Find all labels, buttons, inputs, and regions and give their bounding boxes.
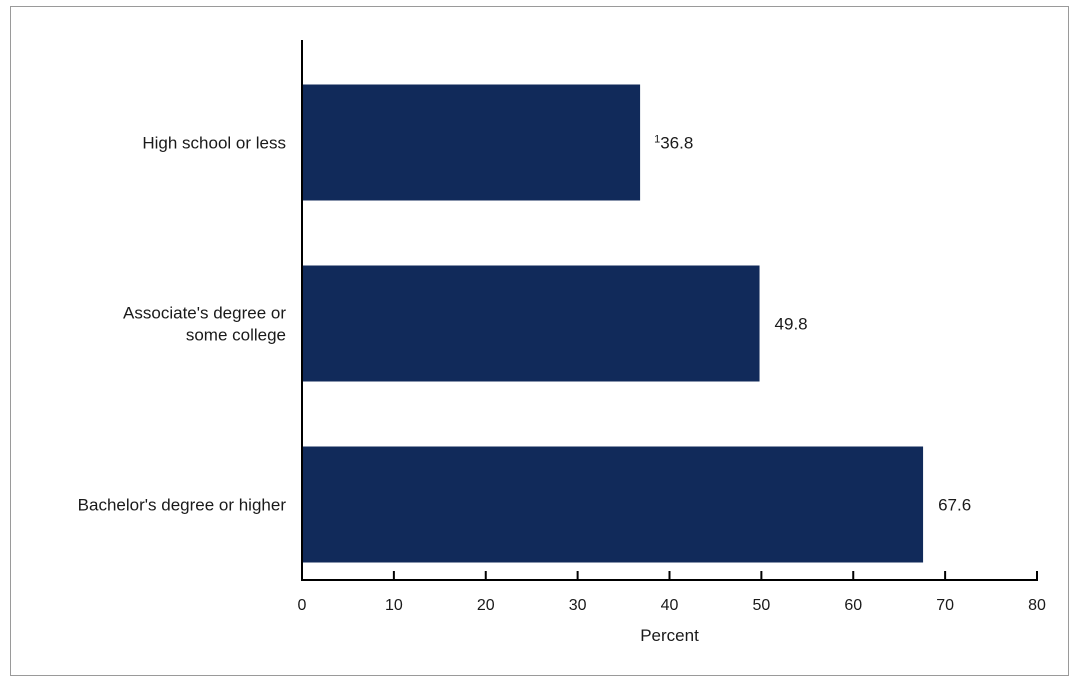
bar-0 — [302, 84, 641, 201]
x-tick-label-0: 0 — [298, 597, 307, 614]
footnote-marker-0: 1 — [654, 134, 660, 146]
bar-2 — [302, 446, 924, 563]
x-tick-label-4: 40 — [661, 597, 679, 614]
x-tick-label-5: 50 — [752, 597, 770, 614]
x-tick-label-8: 80 — [1028, 597, 1046, 614]
category-label-1: Associate's degree or some college — [123, 304, 286, 345]
x-axis-title: Percent — [640, 626, 699, 645]
value-label-2: 67.6 — [938, 496, 971, 515]
bar-1 — [302, 265, 760, 382]
x-tick-label-6: 60 — [844, 597, 862, 614]
x-tick-label-2: 20 — [477, 597, 495, 614]
x-tick-label-1: 10 — [385, 597, 403, 614]
x-axis: 0 10 20 30 40 50 60 70 80 — [298, 40, 1046, 614]
value-label-1: 49.8 — [775, 315, 808, 334]
x-tick-label-3: 30 — [569, 597, 587, 614]
labels-layer: 136.8 High school or less 49.8 Associate's … — [78, 134, 971, 515]
value-label-0: 136.8 — [654, 134, 693, 153]
category-label-0: High school or less — [142, 134, 286, 153]
category-label-2: Bachelor's degree or higher — [78, 496, 287, 515]
x-tick-label-7: 70 — [936, 597, 954, 614]
bars-layer — [302, 84, 924, 563]
